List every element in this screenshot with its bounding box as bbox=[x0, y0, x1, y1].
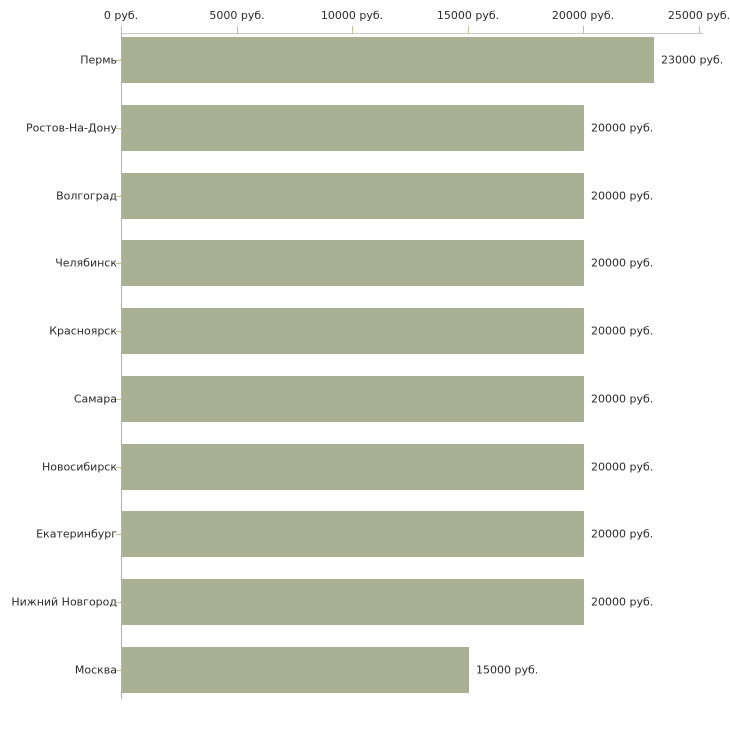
category-label: Челябинск bbox=[55, 256, 117, 270]
bar bbox=[122, 308, 584, 354]
value-label: 20000 руб. bbox=[591, 324, 654, 338]
value-label: 20000 руб. bbox=[591, 256, 654, 270]
x-tick-mark bbox=[699, 26, 700, 34]
value-label: 23000 руб. bbox=[661, 53, 724, 67]
x-tick-mark bbox=[583, 26, 584, 34]
value-label: 20000 руб. bbox=[591, 595, 654, 609]
value-label: 20000 руб. bbox=[591, 460, 654, 474]
x-tick-mark bbox=[121, 26, 122, 34]
y-tick-mark bbox=[116, 196, 121, 197]
x-tick-label: 15000 руб. bbox=[436, 9, 500, 22]
x-tick-label: 20000 руб. bbox=[551, 9, 615, 22]
y-tick-mark bbox=[116, 467, 121, 468]
value-label: 20000 руб. bbox=[591, 121, 654, 135]
bar bbox=[122, 240, 584, 286]
x-tick-mark bbox=[468, 26, 469, 34]
bar bbox=[122, 105, 584, 151]
y-tick-mark bbox=[116, 602, 121, 603]
value-label: 20000 руб. bbox=[591, 527, 654, 541]
bar bbox=[122, 376, 584, 422]
y-tick-mark bbox=[116, 670, 121, 671]
value-label: 20000 руб. bbox=[591, 189, 654, 203]
bar bbox=[122, 647, 469, 693]
x-tick-label: 25000 руб. bbox=[667, 9, 730, 22]
y-tick-mark bbox=[116, 534, 121, 535]
category-label: Екатеринбург bbox=[36, 527, 117, 541]
y-tick-mark bbox=[116, 128, 121, 129]
bar bbox=[122, 579, 584, 625]
x-axis-line bbox=[121, 33, 703, 34]
y-axis-line bbox=[121, 33, 122, 699]
bar bbox=[122, 173, 584, 219]
category-label: Волгоград bbox=[56, 189, 117, 203]
x-tick-label: 5000 руб. bbox=[209, 9, 265, 22]
category-label: Новосибирск bbox=[41, 460, 117, 474]
y-tick-mark bbox=[116, 263, 121, 264]
category-label: Красноярск bbox=[49, 324, 117, 338]
category-label: Пермь bbox=[80, 53, 117, 67]
bar bbox=[122, 444, 584, 490]
value-label: 20000 руб. bbox=[591, 392, 654, 406]
category-label: Нижний Новгород bbox=[11, 595, 117, 609]
category-label: Москва bbox=[74, 663, 117, 677]
y-tick-mark bbox=[116, 331, 121, 332]
x-tick-mark bbox=[237, 26, 238, 34]
y-tick-mark bbox=[116, 60, 121, 61]
x-tick-mark bbox=[352, 26, 353, 34]
x-tick-label: 10000 руб. bbox=[320, 9, 384, 22]
value-label: 15000 руб. bbox=[476, 663, 539, 677]
category-label: Самара bbox=[73, 392, 117, 406]
bar bbox=[122, 511, 584, 557]
y-tick-mark bbox=[116, 399, 121, 400]
bar bbox=[122, 37, 654, 83]
category-label: Ростов-На-Дону bbox=[25, 121, 117, 135]
x-tick-label: 0 руб. bbox=[103, 9, 139, 22]
